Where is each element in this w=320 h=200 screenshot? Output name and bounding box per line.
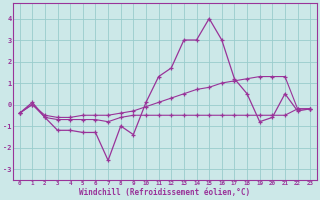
X-axis label: Windchill (Refroidissement éolien,°C): Windchill (Refroidissement éolien,°C) bbox=[79, 188, 251, 197]
